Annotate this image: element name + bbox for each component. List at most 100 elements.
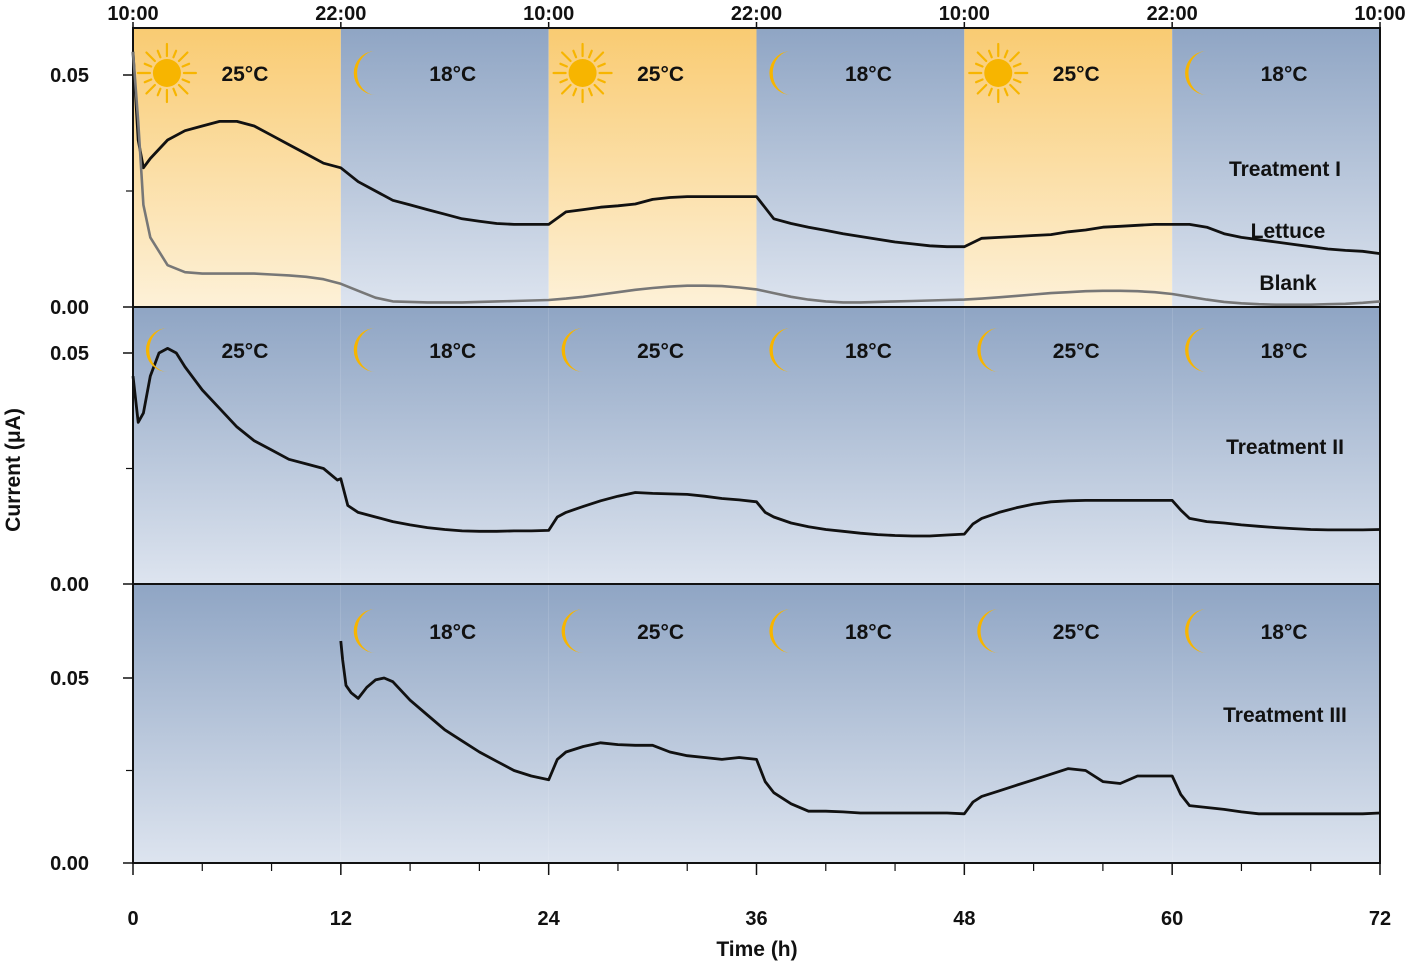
moon-crescent bbox=[977, 328, 1000, 372]
temperature-label: 25°C bbox=[637, 621, 684, 644]
y-tick-label: 0.05 bbox=[50, 668, 89, 690]
moon-icon bbox=[1185, 51, 1208, 95]
x-tick-label: 24 bbox=[538, 908, 561, 930]
period-band bbox=[1172, 584, 1380, 863]
moon-crescent bbox=[145, 328, 168, 372]
sun-ray bbox=[593, 51, 605, 63]
sun-disc bbox=[568, 59, 597, 87]
temperature-label: 18°C bbox=[429, 340, 476, 363]
moon-icon bbox=[353, 328, 376, 372]
x-tick-label: 0 bbox=[127, 908, 138, 930]
temperature-label: 25°C bbox=[637, 340, 684, 363]
sun-ray bbox=[1009, 83, 1020, 95]
panel-backgrounds bbox=[133, 28, 1380, 863]
moon-crescent bbox=[353, 51, 376, 95]
y-axis-label: Current (μA) bbox=[2, 408, 25, 532]
y-tick-label: 0.05 bbox=[50, 343, 89, 365]
moon-crescent bbox=[353, 328, 376, 372]
moon-crescent bbox=[769, 51, 792, 95]
top-tick-label: 22:00 bbox=[731, 3, 782, 25]
chart-labels: 25°C 18°C 25°C 18°C 25°C 18°C Treatment I Lettu… bbox=[136, 42, 1347, 727]
moon-crescent bbox=[1185, 328, 1208, 372]
sun-ray bbox=[572, 87, 578, 97]
sun-ray bbox=[593, 83, 605, 95]
temperature-label: 25°C bbox=[1053, 63, 1100, 86]
moon-crescent bbox=[353, 609, 376, 653]
sun-ray bbox=[1009, 51, 1020, 63]
sun-ray bbox=[143, 62, 153, 68]
series-line bbox=[131, 51, 1381, 306]
temperature-label: 25°C bbox=[1053, 340, 1100, 363]
temperature-label: 18°C bbox=[845, 63, 892, 86]
sun-icon bbox=[552, 42, 613, 104]
x-tick-label: 60 bbox=[1161, 908, 1183, 930]
moon-crescent bbox=[769, 328, 792, 372]
moon-icon bbox=[353, 51, 376, 95]
moon-icon bbox=[977, 328, 1000, 372]
panel-label: Treatment I bbox=[1229, 158, 1341, 181]
top-tick-label: 10:00 bbox=[939, 3, 990, 25]
y-tick-label: 0.00 bbox=[50, 574, 89, 596]
period-band bbox=[340, 584, 549, 863]
moon-icon bbox=[561, 328, 584, 372]
sun-ray bbox=[587, 87, 593, 97]
moon-icon bbox=[353, 609, 376, 653]
top-tick-label: 22:00 bbox=[315, 3, 366, 25]
moon-icon bbox=[1185, 328, 1208, 372]
y-tick-label: 0.00 bbox=[50, 853, 89, 875]
temperature-label: 18°C bbox=[429, 621, 476, 644]
x-tick-label: 48 bbox=[953, 908, 975, 930]
period-band bbox=[133, 584, 341, 863]
sun-ray bbox=[1003, 87, 1009, 97]
x-axis-label: Time (h) bbox=[716, 938, 797, 961]
sun-ray bbox=[156, 49, 162, 59]
top-tick-label: 10:00 bbox=[1354, 3, 1405, 25]
sun-ray bbox=[974, 62, 984, 68]
y-tick-label: 0.05 bbox=[50, 65, 89, 87]
sun-ray bbox=[987, 49, 993, 59]
sun-ray bbox=[143, 78, 153, 84]
sun-ray bbox=[597, 78, 606, 84]
sun-ray bbox=[976, 51, 988, 63]
temperature-label: 25°C bbox=[637, 63, 684, 86]
moon-crescent bbox=[977, 609, 1000, 653]
sun-ray bbox=[177, 51, 189, 63]
period-band bbox=[1172, 307, 1380, 584]
period-band bbox=[964, 307, 1173, 584]
sun-ray bbox=[1012, 62, 1022, 68]
sun-ray bbox=[172, 49, 178, 59]
temperature-label: 18°C bbox=[1261, 340, 1308, 363]
sun-ray bbox=[177, 83, 189, 95]
sun-ray bbox=[559, 62, 568, 68]
period-band bbox=[964, 584, 1173, 863]
moon-icon bbox=[769, 328, 792, 372]
sun-ray bbox=[1012, 78, 1022, 84]
series-label: Lettuce bbox=[1251, 220, 1326, 243]
sun-ray bbox=[587, 49, 593, 59]
series-line bbox=[131, 51, 1381, 255]
moon-crescent bbox=[561, 328, 584, 372]
x-tick-label: 36 bbox=[745, 908, 767, 930]
y-tick-label: 0.00 bbox=[50, 297, 89, 319]
moon-crescent bbox=[769, 609, 792, 653]
period-band bbox=[548, 307, 757, 584]
temperature-label: 25°C bbox=[1053, 621, 1100, 644]
temperature-label: 18°C bbox=[429, 63, 476, 86]
sun-ray bbox=[560, 83, 572, 95]
temperature-label: 18°C bbox=[1261, 63, 1308, 86]
sun-ray bbox=[572, 49, 578, 59]
period-band bbox=[756, 28, 965, 307]
moon-icon bbox=[561, 609, 584, 653]
sun-icon bbox=[136, 42, 198, 104]
period-band bbox=[756, 584, 965, 863]
top-tick-label: 10:00 bbox=[523, 3, 574, 25]
sun-ray bbox=[145, 51, 156, 63]
period-band bbox=[340, 307, 549, 584]
sun-disc bbox=[984, 59, 1013, 87]
period-band bbox=[756, 307, 965, 584]
panel-label: Treatment II bbox=[1226, 436, 1344, 459]
sun-ray bbox=[560, 51, 572, 63]
moon-crescent bbox=[561, 609, 584, 653]
moon-crescent bbox=[1185, 609, 1208, 653]
temperature-label: 18°C bbox=[1261, 621, 1308, 644]
